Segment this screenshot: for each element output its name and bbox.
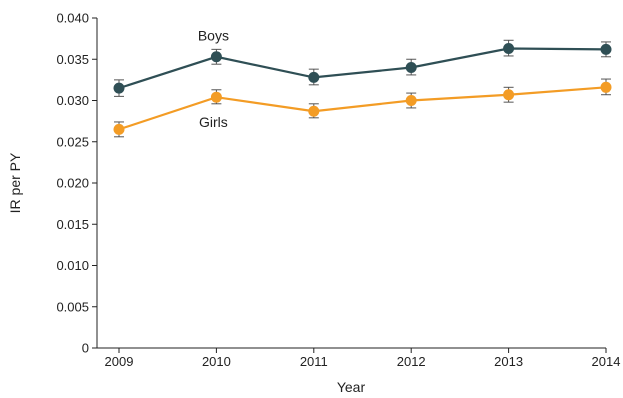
y-tick-label: 0.040 — [56, 11, 89, 26]
data-point — [210, 91, 222, 103]
data-point — [210, 51, 222, 63]
series-label: Boys — [198, 27, 229, 43]
y-tick-label: 0.030 — [56, 93, 89, 108]
x-tick-label: 2012 — [397, 354, 426, 369]
x-tick-label: 2009 — [105, 354, 134, 369]
series-line — [118, 47, 607, 90]
y-tick-label: 0.035 — [56, 52, 89, 67]
axes: 0 0.005 0.010 0.015 0.020 0.025 0.030 0.035 0.04… — [56, 11, 620, 370]
y-axis-title: IR per PY — [7, 152, 23, 213]
data-point — [503, 89, 515, 101]
data-point — [308, 105, 320, 117]
data-point — [600, 81, 612, 93]
x-tick-label: 2014 — [592, 354, 621, 369]
series-girls: Girls — [113, 78, 612, 138]
series-line — [118, 86, 607, 131]
y-tick-label: 0.005 — [56, 299, 89, 314]
x-axis-title: Year — [337, 379, 366, 395]
data-point — [405, 62, 417, 73]
y-tick-label: 0.020 — [56, 176, 89, 191]
x-tick-label: 2011 — [300, 354, 328, 369]
y-tick-label: 0.015 — [56, 217, 89, 232]
data-point — [308, 71, 320, 83]
y-tick-label: 0.010 — [56, 258, 89, 273]
data-point — [503, 43, 515, 55]
data-point — [405, 95, 417, 106]
data-point — [600, 43, 612, 55]
series-label: Girls — [199, 114, 228, 130]
y-tick-label: 0 — [82, 341, 89, 356]
data-point — [113, 123, 125, 135]
x-tick-label: 2013 — [494, 354, 523, 369]
x-tick-label: 2010 — [202, 354, 231, 369]
series-boys: Boys — [113, 27, 612, 97]
y-tick-label: 0.025 — [56, 134, 89, 149]
data-point — [113, 82, 125, 94]
series-layer: Boys Girls — [113, 27, 612, 138]
